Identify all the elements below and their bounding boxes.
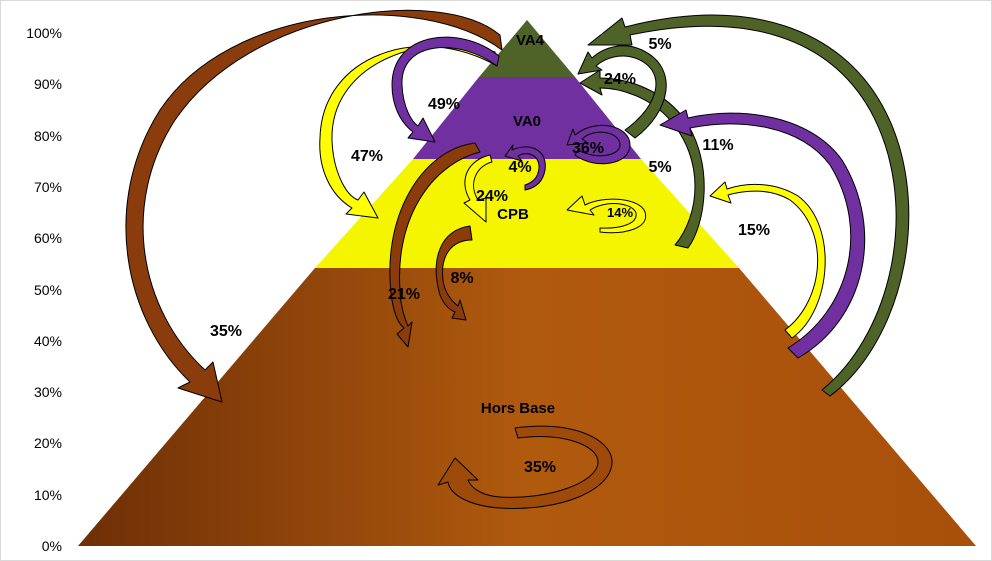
flow-label: 8% xyxy=(450,270,473,287)
y-tick-label: 50% xyxy=(34,282,62,298)
flow-label: 21% xyxy=(388,286,420,303)
flow-label: 49% xyxy=(428,96,460,113)
flow-label: 35% xyxy=(210,323,242,340)
y-tick-label: 0% xyxy=(42,538,62,554)
flow-label: 35% xyxy=(524,459,556,476)
flow-label: 5% xyxy=(648,159,671,176)
flow-label: 47% xyxy=(351,148,383,165)
layer-va0 xyxy=(413,77,641,159)
y-tick-label: 90% xyxy=(34,76,62,92)
y-tick-label: 80% xyxy=(34,128,62,144)
flow-label: 5% xyxy=(648,36,671,53)
flow-label: 15% xyxy=(738,222,770,239)
flow-arrow-cpb-hors-base xyxy=(435,225,473,321)
flow-arrow-hors-base-cpb xyxy=(709,181,826,339)
y-tick-label: 40% xyxy=(34,333,62,349)
flow-arrow-va4-hors-base xyxy=(125,9,503,403)
flow-label: 36% xyxy=(572,140,604,157)
y-tick-label: 60% xyxy=(34,230,62,246)
pyramid xyxy=(78,20,976,546)
layer-hors-base xyxy=(78,268,976,546)
flow-labels: 35% 47% 49% 36% 4% 24% 21% 8% 14% 24% 5%… xyxy=(210,36,770,476)
flow-arrow-va0-self xyxy=(566,124,631,165)
y-tick-label: 10% xyxy=(34,487,62,503)
flow-label: 24% xyxy=(604,71,636,88)
flow-arrow-va0-cpb xyxy=(463,154,493,223)
flow-arrow-hors-base-va4 xyxy=(587,14,910,397)
level-labels: VA4 VA0 CPB Hors Base xyxy=(481,32,555,417)
y-tick-label: 70% xyxy=(34,179,62,195)
y-tick-label: 30% xyxy=(34,384,62,400)
flow-label: 14% xyxy=(607,205,633,220)
flow-arrow-hors-base-self xyxy=(437,425,613,509)
flow-arrow-hors-base-va0 xyxy=(659,109,866,359)
level-label-cpb: CPB xyxy=(497,206,529,223)
flow-arrows xyxy=(125,9,910,509)
y-axis: 100% 90% 80% 70% 60% 50% 40% 30% 20% 10%… xyxy=(26,25,62,554)
level-label-va0: VA0 xyxy=(513,113,541,130)
flow-arrow-va0-va4 xyxy=(577,45,667,139)
y-tick-label: 20% xyxy=(34,435,62,451)
flow-arrow-va4-va0 xyxy=(391,36,500,143)
flow-label: 11% xyxy=(702,137,733,154)
flow-label: 4% xyxy=(508,159,531,176)
level-label-hors-base: Hors Base xyxy=(481,400,555,417)
flow-arrow-cpb-self xyxy=(566,195,647,234)
flow-arrow-va4-cpb xyxy=(319,44,498,219)
flow-arrow-va0-hors-base xyxy=(389,142,481,348)
y-tick-label: 100% xyxy=(26,25,62,41)
layer-va4 xyxy=(479,20,575,77)
flow-arrow-va0-cpb-small xyxy=(504,144,546,191)
level-label-va4: VA4 xyxy=(516,32,545,49)
flow-arrow-cpb-va4 xyxy=(579,69,705,249)
flow-label: 24% xyxy=(476,188,508,205)
